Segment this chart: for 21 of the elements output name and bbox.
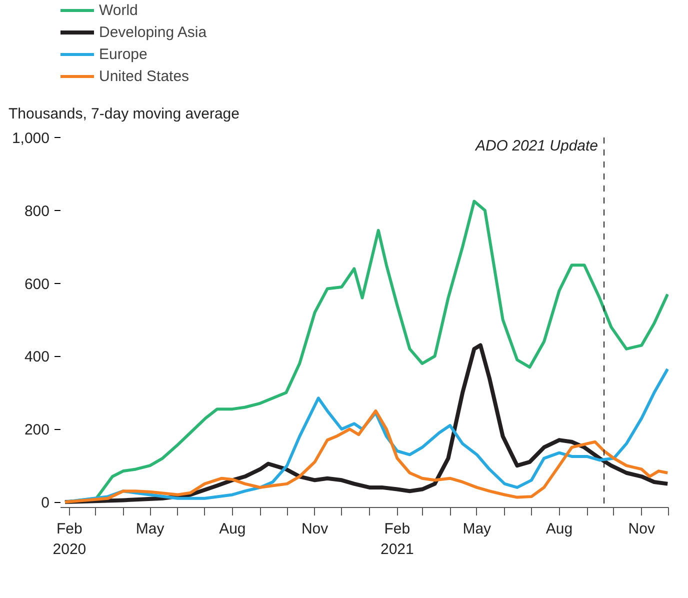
legend-label: Europe <box>99 44 148 64</box>
y-tick-label: 800 <box>24 202 50 220</box>
x-tick-label: Feb 2020 <box>52 520 86 558</box>
ref-line-label: ADO 2021 Update <box>474 138 598 154</box>
y-tick-label: 600 <box>24 276 50 293</box>
legend-label: Developing Asia <box>99 22 207 42</box>
x-tick-label: May <box>462 520 492 538</box>
y-tick-label: 200 <box>24 422 50 439</box>
y-axis-title: Thousands, 7-day moving average <box>8 106 240 122</box>
x-tick-label: Aug <box>546 520 573 538</box>
y-tick-label: 400 <box>24 348 50 366</box>
y-tick-label: 1,000 <box>12 130 50 147</box>
y-tick-label: 0 <box>41 494 50 512</box>
x-tick-label: May <box>136 520 165 538</box>
x-tick-label: Nov <box>628 520 656 538</box>
legend-label: United States <box>99 66 190 86</box>
legend-label: World <box>99 0 138 20</box>
x-tick-label: Nov <box>301 520 329 538</box>
x-tick-label: Aug <box>219 520 246 538</box>
line-series <box>63 409 668 504</box>
x-tick-label: Feb 2021 <box>380 520 414 558</box>
